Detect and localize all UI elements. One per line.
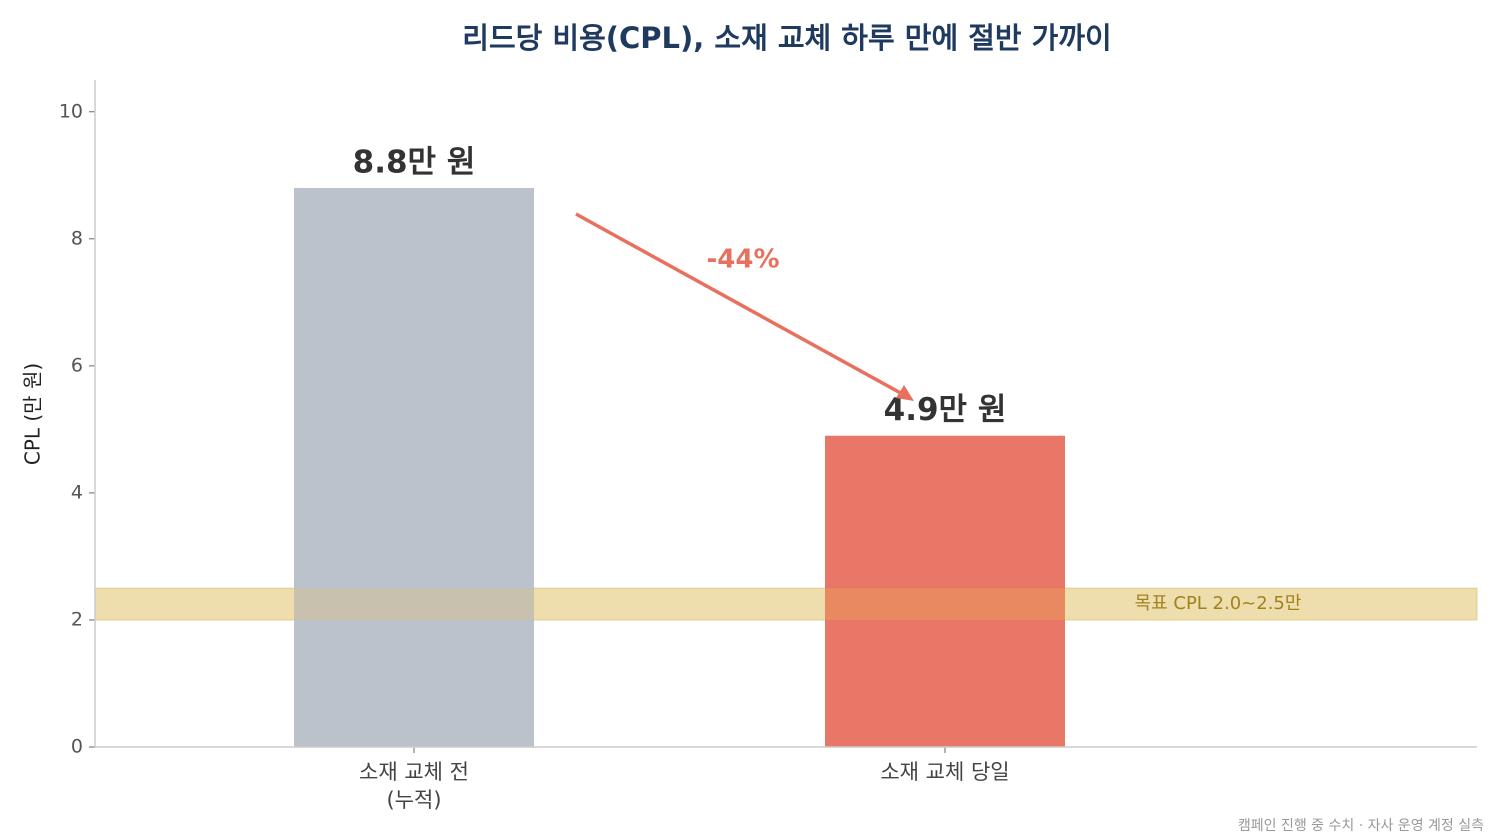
bar <box>825 435 1065 747</box>
x-tick-label: 소재 교체 전 (누적) <box>359 760 469 812</box>
bar <box>294 187 534 747</box>
arrow-head <box>896 385 914 401</box>
y-tick-label: 6 <box>71 354 83 376</box>
y-tick-label: 2 <box>71 608 83 630</box>
target-label: 목표 CPL 2.0~2.5만 <box>1135 593 1302 614</box>
target-band-overlay <box>95 588 1477 620</box>
value-label: 8.8만 원 <box>353 144 476 180</box>
y-tick-label: 4 <box>71 481 83 503</box>
x-tick-label: 소재 교체 당일 <box>880 760 1010 784</box>
y-tick-label: 10 <box>59 100 83 122</box>
chart-title: 리드당 비용(CPL), 소재 교체 하루 만에 절반 가까이 <box>462 21 1111 55</box>
y-tick-label: 0 <box>71 736 83 758</box>
arrow <box>575 212 907 398</box>
y-axis-label: CPL (만 원) <box>21 363 45 465</box>
source-note: 캠페인 진행 중 수치 · 자사 운영 계정 실측 <box>1238 818 1484 834</box>
y-tick-label: 8 <box>71 227 83 249</box>
annotation: -44% <box>706 245 779 275</box>
